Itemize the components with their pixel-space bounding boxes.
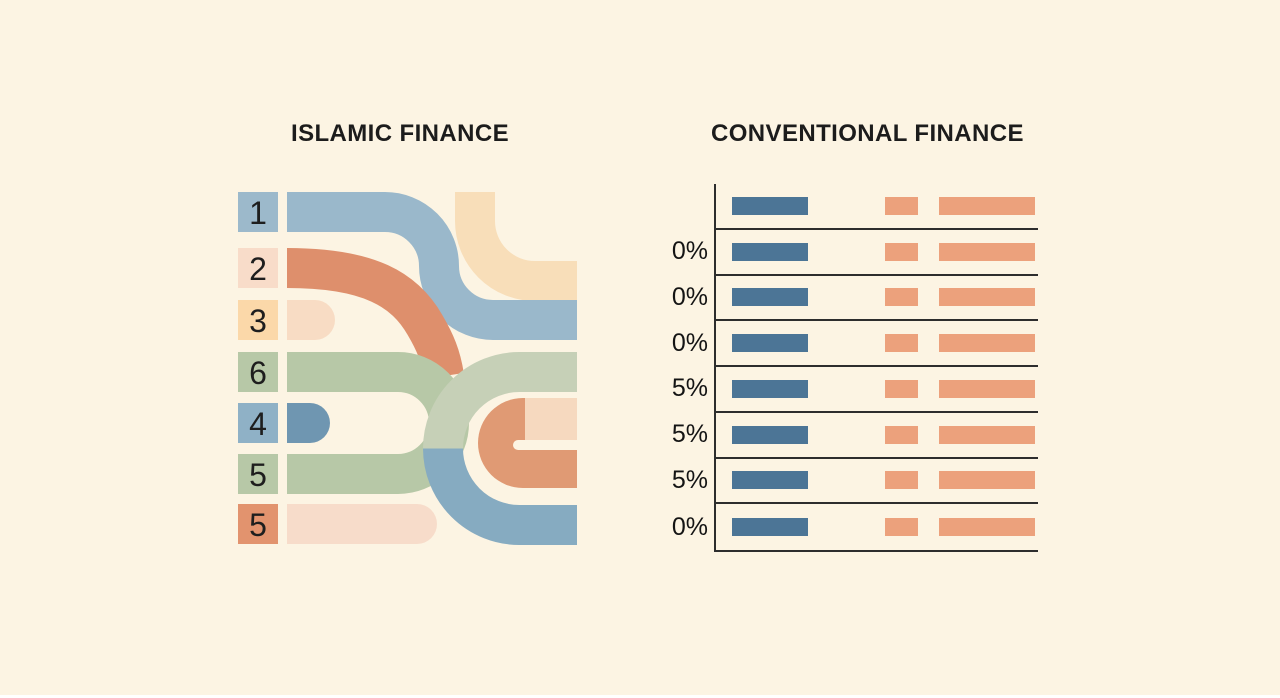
secondary-orange-small-bar <box>885 242 918 261</box>
ring-top-green <box>423 352 577 450</box>
numbered-block: 3 <box>238 300 278 340</box>
conventional-finance-title: CONVENTIONAL FINANCE <box>711 120 1024 147</box>
row-percentage-label: 0% <box>671 282 708 311</box>
block-number-label: 5 <box>249 457 267 493</box>
block-square <box>238 504 278 544</box>
numbered-block: 5 <box>238 504 278 544</box>
secondary-orange-large-bar <box>939 288 1035 307</box>
ring-bottom-blue <box>423 447 577 545</box>
secondary-orange-small-bar <box>885 425 918 444</box>
row-percentage-label: 0% <box>671 512 708 541</box>
secondary-orange-small-bar <box>885 471 918 490</box>
primary-blue-bar <box>732 288 808 307</box>
numbered-block: 4 <box>238 403 278 443</box>
primary-blue-bar <box>732 425 808 444</box>
secondary-orange-large-bar <box>939 196 1035 215</box>
g-shape-slot <box>513 440 577 450</box>
chart-row: 0% <box>672 230 1038 276</box>
chart-row: 0% <box>672 504 1038 550</box>
block-number-label: 3 <box>249 303 267 339</box>
block-number-label: 6 <box>249 355 267 391</box>
chart-row <box>716 184 1038 230</box>
flow-band-blue <box>287 192 577 340</box>
secondary-orange-small-bar <box>885 334 918 353</box>
block-number-label: 5 <box>249 507 267 543</box>
numbered-block-list: 1 2 3 6 4 5 5 <box>238 192 278 544</box>
secondary-orange-small-bar <box>885 379 918 398</box>
secondary-orange-small-bar <box>885 196 918 215</box>
secondary-orange-large-bar <box>939 379 1035 398</box>
secondary-orange-large-bar <box>939 518 1035 537</box>
block-square <box>238 300 278 340</box>
row-percentage-label: 5% <box>671 420 708 449</box>
row-percentage-label: 5% <box>671 374 708 403</box>
secondary-orange-large-bar <box>939 471 1035 490</box>
stub-peach <box>287 300 335 340</box>
chart-row: 5% <box>672 367 1038 413</box>
corner-arc-peach <box>455 192 577 301</box>
numbered-block: 5 <box>238 454 278 494</box>
primary-blue-bar <box>732 471 808 490</box>
block-square <box>238 454 278 494</box>
row-percentage-label: 5% <box>671 465 708 494</box>
chart-row: 0% <box>672 276 1038 322</box>
g-shape-peach-rect <box>525 398 577 440</box>
primary-blue-bar <box>732 518 808 537</box>
secondary-orange-large-bar <box>939 425 1035 444</box>
bottom-edge-strip <box>0 695 1280 698</box>
numbered-block: 1 <box>238 192 278 232</box>
primary-blue-bar <box>732 379 808 398</box>
numbered-block: 6 <box>238 352 278 392</box>
block-square <box>238 403 278 443</box>
block-square <box>238 352 278 392</box>
secondary-orange-large-bar <box>939 242 1035 261</box>
islamic-finance-abstract-graphic: 1 2 3 6 4 5 5 <box>238 192 577 545</box>
row-percentage-label: 0% <box>671 237 708 266</box>
stub-blue <box>287 403 330 443</box>
row-percentage-label: 0% <box>671 328 708 357</box>
flow-band-orange <box>286 248 464 380</box>
primary-blue-bar <box>732 334 808 353</box>
chart-row: 5% <box>672 459 1038 505</box>
block-number-label: 2 <box>249 251 267 287</box>
block-number-label: 4 <box>249 406 267 442</box>
chart-row: 0% <box>672 321 1038 367</box>
block-square <box>238 192 278 232</box>
secondary-orange-large-bar <box>939 334 1035 353</box>
numbered-block: 2 <box>238 248 278 288</box>
block-square <box>238 248 278 288</box>
band-pink <box>287 504 437 544</box>
chart-row: 5% <box>672 413 1038 459</box>
primary-blue-bar <box>732 196 808 215</box>
primary-blue-bar <box>732 242 808 261</box>
secondary-orange-small-bar <box>885 518 918 537</box>
secondary-orange-small-bar <box>885 288 918 307</box>
islamic-finance-title: ISLAMIC FINANCE <box>291 120 509 147</box>
conventional-finance-chart: 0% 0% 0% 5% 5% 5% 0% <box>672 184 1038 552</box>
block-number-label: 1 <box>249 195 267 231</box>
